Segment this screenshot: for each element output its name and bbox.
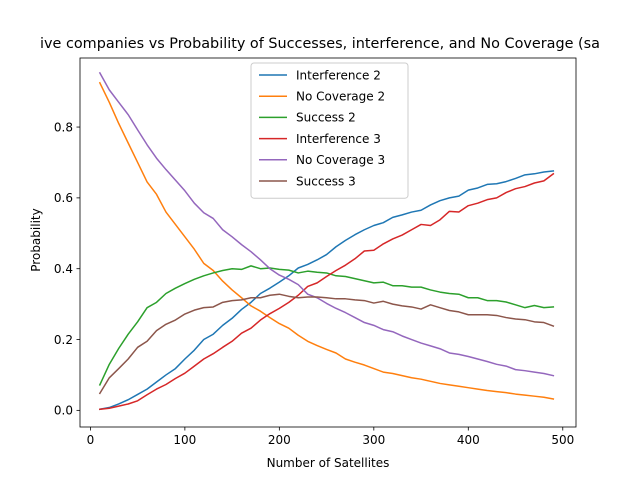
legend-label: Success 2 [296, 111, 356, 125]
legend: Interference 2 No Coverage 2 Success 2 Inte… [250, 62, 409, 199]
y-tick-label: 0.8 [54, 120, 73, 134]
series-line-5 [98, 71, 555, 377]
x-tick-label: 100 [173, 433, 196, 447]
legend-label: No Coverage 3 [296, 153, 385, 167]
ticks: 0 100 200 300 400 500 0.0 0.2 0.4 0.6 0.8 [54, 120, 574, 447]
legend-box [250, 62, 409, 199]
axes-frame [79, 57, 577, 428]
series-line-1 [98, 170, 555, 411]
y-tick-label: 0.2 [54, 333, 73, 347]
legend-label: Interference 3 [296, 132, 381, 146]
x-tick-label: 500 [551, 433, 574, 447]
series-line-4 [99, 172, 555, 411]
axes [79, 57, 577, 428]
y-tick-label: 0.6 [54, 191, 73, 205]
y-tick-label: 0.4 [54, 262, 73, 276]
y-axis-label: Probability [29, 208, 43, 271]
x-tick-label: 0 [87, 433, 95, 447]
series-line-2 [98, 81, 555, 400]
legend-label: Interference 2 [296, 68, 381, 82]
x-axis-label: Number of Satellites [267, 456, 390, 470]
plot-area [98, 71, 555, 411]
series-line-6 [98, 293, 555, 395]
chart-title: ive companies vs Probability of Successe… [40, 36, 600, 52]
y-tick-label: 0.0 [54, 404, 73, 418]
legend-label: No Coverage 2 [296, 90, 385, 104]
x-tick-label: 300 [362, 433, 385, 447]
legend-label: Success 3 [296, 174, 356, 188]
x-tick-label: 400 [457, 433, 480, 447]
x-tick-label: 200 [268, 433, 291, 447]
series-line-3 [98, 265, 555, 386]
